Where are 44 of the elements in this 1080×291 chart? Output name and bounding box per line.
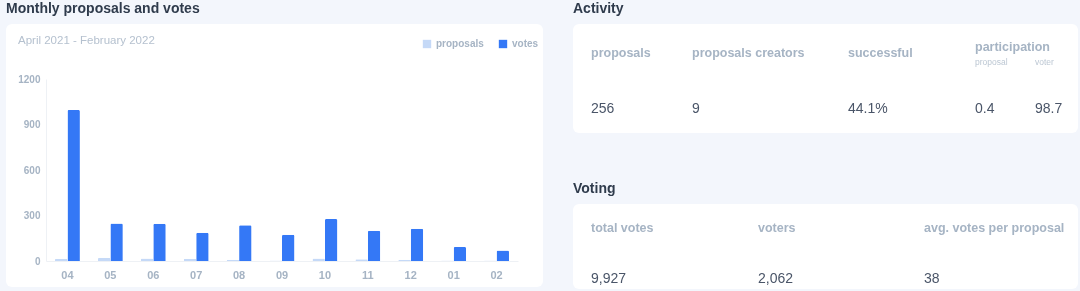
chart-subtitle: April 2021 - February 2022 [18,34,155,46]
x-tick-label: 11 [362,268,374,281]
y-tick-label: 300 [23,210,41,221]
text: 256 [591,100,615,116]
x-tick-label: 01 [447,268,460,281]
y-tick-label: 1200 [18,73,41,85]
legend-label: votes [512,38,539,49]
text: 9,927 [591,270,627,286]
bar [282,234,295,261]
text: 98.7 [1035,100,1063,116]
x-tick-label: 08 [232,268,246,281]
bar [453,247,467,261]
bar [324,218,338,261]
text: 2,062 [758,270,794,286]
x-tick-label: 07 [190,268,203,281]
text: total votes [591,221,654,235]
text: proposals creators [692,46,805,60]
x-tick-label: 05 [104,268,117,281]
y-tick-label: 900 [23,119,41,130]
y-tick-label: 0 [34,255,41,267]
text: voters [758,221,796,235]
text: successful [848,46,913,60]
chart-title: Monthly proposals and votes [6,0,200,16]
text: 44.1% [848,100,888,116]
text: Activity [573,0,624,16]
text: voter [1035,57,1054,67]
text: 9 [692,100,700,116]
legend-label: proposals [436,38,485,49]
x-tick-label: 04 [61,268,75,281]
text: 0.4 [975,100,995,116]
x-tick-label: 09 [275,268,289,281]
text: participation [975,40,1051,54]
text: 38 [924,270,940,286]
x-tick-label: 12 [404,268,417,281]
text: proposal [975,57,1008,67]
bar [410,228,424,261]
bar [367,230,381,261]
x-tick-label: 10 [318,268,332,281]
y-tick-label: 600 [23,164,41,176]
text: avg. votes per proposal [924,221,1065,235]
x-tick-label: 06 [147,268,160,281]
x-tick-label: 02 [490,268,503,281]
text: Voting [573,180,616,196]
text: proposals [591,46,651,60]
